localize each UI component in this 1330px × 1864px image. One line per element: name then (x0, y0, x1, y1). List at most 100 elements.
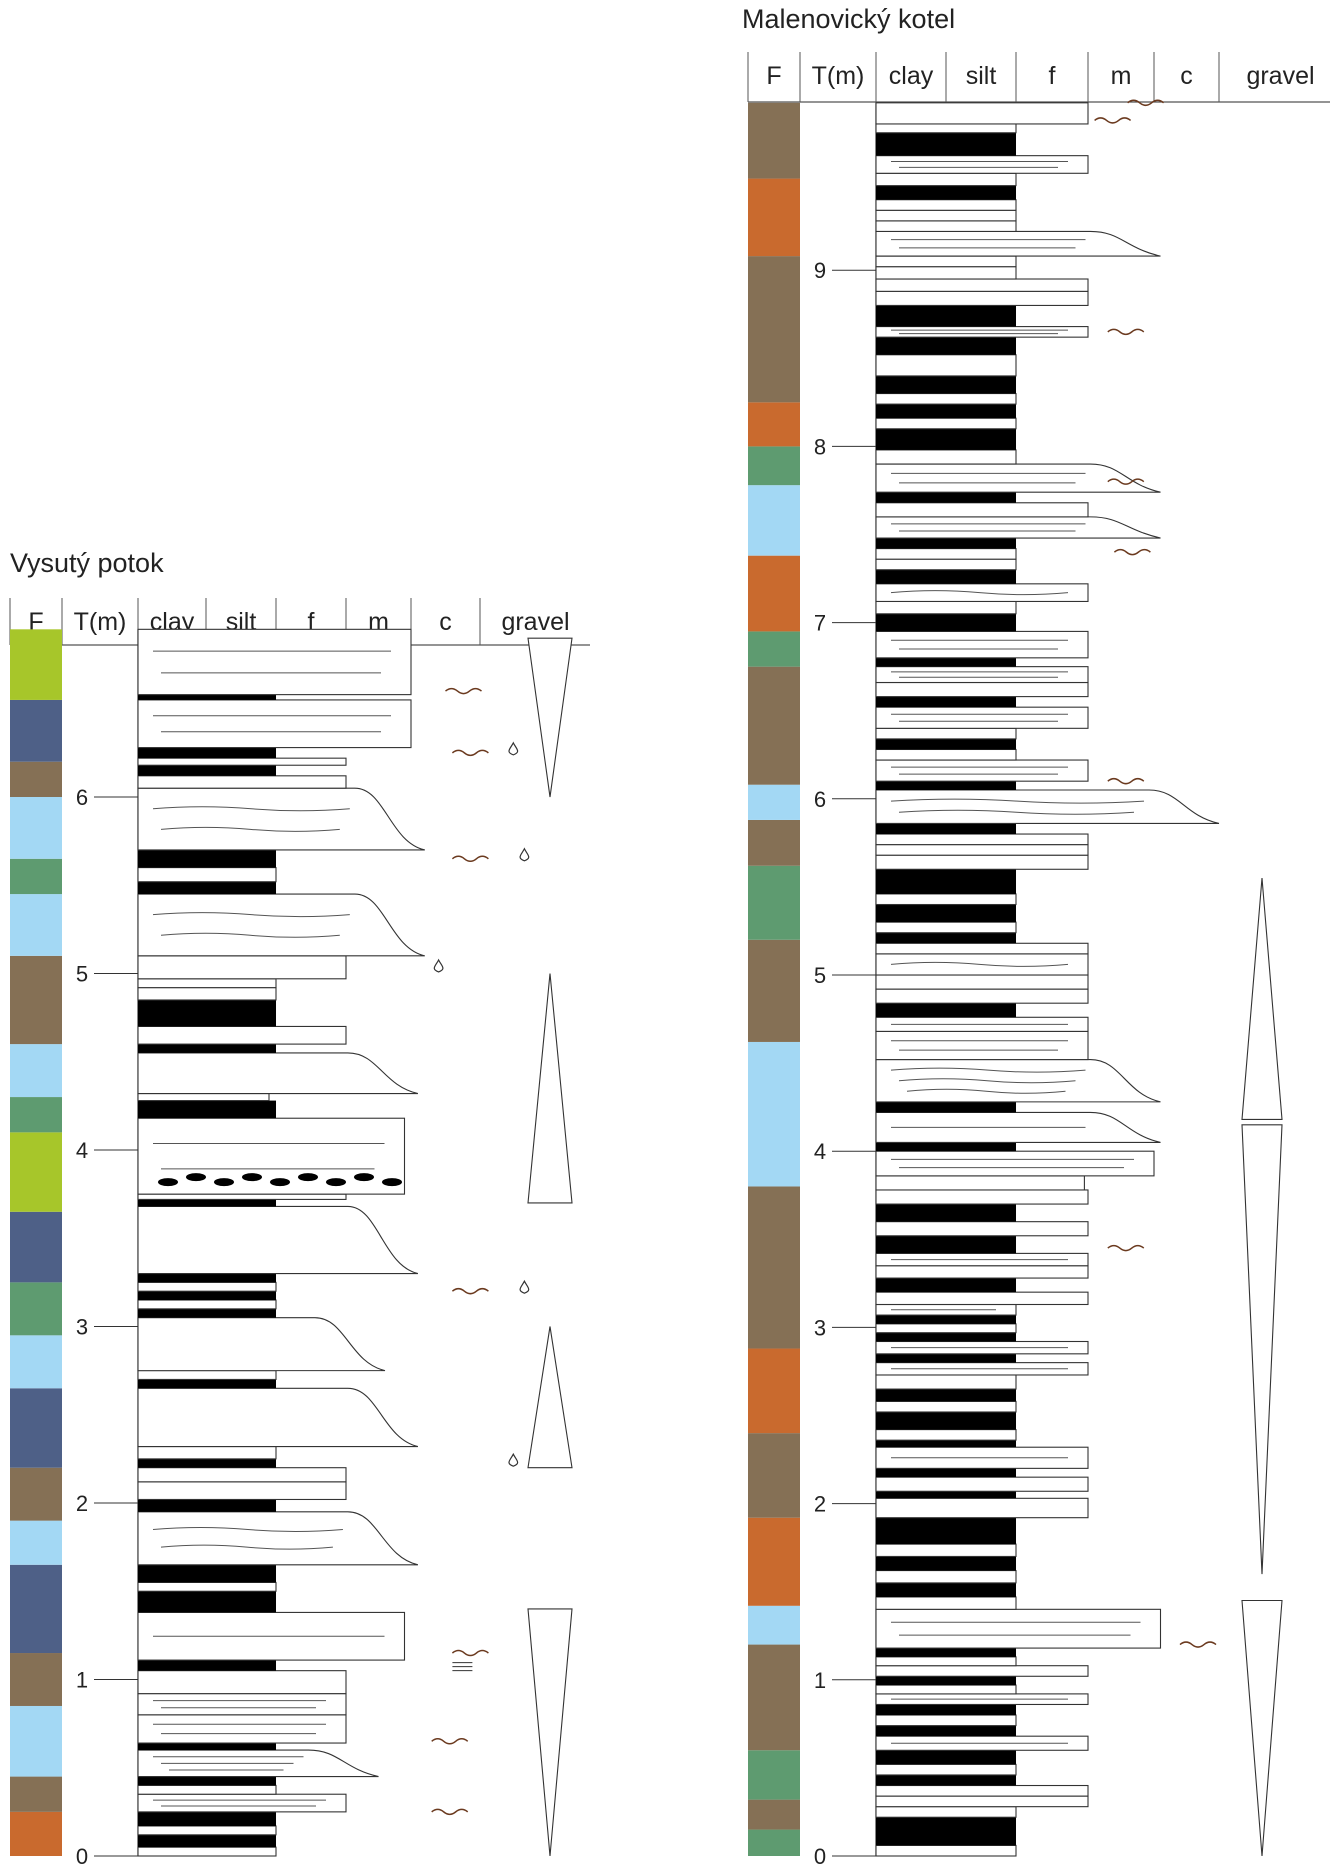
header-gravel: gravel (1246, 62, 1314, 90)
facies-segment (10, 699, 62, 762)
sand-bed (875, 278, 1089, 292)
sand-bed (137, 955, 347, 980)
facies-segment (10, 1653, 62, 1706)
tick-label: 6 (76, 785, 88, 810)
sand-bed (875, 1291, 1089, 1306)
sand-bed (875, 1543, 1017, 1558)
mud-bed (876, 305, 1016, 327)
sand-bed (875, 1684, 1017, 1695)
facies-segment (10, 761, 62, 797)
mud-bed (876, 1725, 1016, 1737)
ripple-symbol (1094, 117, 1132, 124)
mud-bed (876, 1235, 1016, 1254)
wavy-lamination (160, 932, 340, 938)
facies-segment (10, 1388, 62, 1468)
sand-bed (875, 974, 1089, 990)
mud-bed (138, 1291, 276, 1301)
mud-bed (876, 1750, 1016, 1765)
facies-segment (10, 1097, 62, 1133)
facies-segment (748, 446, 800, 486)
drop-symbol (433, 958, 444, 973)
grain-trends (527, 637, 573, 1857)
sand-bed (875, 558, 1017, 571)
ripple-symbol (1179, 1641, 1217, 1648)
tick-label: 4 (814, 1139, 826, 1164)
sand-bed (875, 1806, 1017, 1818)
mud-bed (138, 694, 276, 700)
fining-upward-triangle (527, 1608, 573, 1857)
mud-bed (876, 1491, 1016, 1499)
tick-label: 2 (76, 1491, 88, 1516)
tick-label: 1 (76, 1668, 88, 1693)
mud-bed (138, 999, 276, 1027)
sand-bed (875, 1763, 1017, 1776)
sand-bed (137, 628, 412, 696)
sand-bed (875, 449, 1017, 465)
tick-label: 8 (814, 434, 826, 459)
sand-bed (137, 978, 277, 989)
facies-segment (748, 1644, 800, 1751)
facies-segment (748, 485, 800, 556)
mud-bed (876, 1676, 1016, 1686)
sand-bed (875, 1400, 1017, 1413)
mud-bed (876, 569, 1016, 584)
tick-label: 2 (814, 1492, 826, 1517)
tick-label: 9 (814, 258, 826, 283)
facies-segment (748, 102, 800, 179)
sand-lens (137, 1387, 419, 1448)
sand-bed (875, 921, 1017, 934)
ripple-symbol (1107, 1244, 1145, 1252)
mud-bed (138, 1458, 276, 1468)
sand-bed (875, 1265, 1089, 1279)
wavy-lamination (160, 1544, 333, 1550)
facies-segment (748, 1829, 800, 1856)
facies-segment (748, 631, 800, 667)
sand-bed (875, 630, 1089, 659)
tick-label: 4 (76, 1138, 88, 1163)
pebble (214, 1178, 234, 1187)
facies-segment (10, 629, 62, 700)
fining-upward-triangle (1241, 1124, 1283, 1575)
sand-bed (137, 1025, 347, 1045)
wavy-lamination (152, 912, 350, 918)
sand-bed (137, 1481, 347, 1501)
wavy-lamination (906, 1088, 1066, 1094)
sand-bed (875, 266, 1017, 280)
header-gravel: gravel (501, 608, 569, 636)
sand-lens (137, 1317, 386, 1372)
facies-segment (748, 178, 800, 257)
sand-bed (875, 290, 1089, 306)
sand-bed (137, 1693, 347, 1716)
sand-bed (875, 727, 1017, 740)
sand-lens (875, 463, 1161, 493)
sand-bed (875, 1844, 1017, 1857)
sand-bed (875, 354, 1017, 377)
mud-bed (876, 1648, 1016, 1657)
thickness-axis: 0 1 2 3 4 5 6 (76, 629, 139, 1864)
facies-column (748, 102, 800, 1856)
sand-bed (875, 1665, 1089, 1677)
sand-bed (137, 1714, 347, 1744)
pebble (270, 1178, 290, 1187)
facies-segment (10, 1335, 62, 1389)
mud-bed (876, 904, 1016, 923)
sand-bed (875, 942, 1089, 955)
tick-label: 3 (814, 1315, 826, 1340)
facies-segment (748, 1041, 800, 1187)
ripple-symbol (431, 1738, 469, 1745)
facies-segment (748, 555, 800, 632)
mud-bed (876, 1774, 1016, 1786)
sand-bed (875, 1221, 1089, 1237)
ripple-symbol (451, 855, 489, 863)
sand-bed (875, 1795, 1089, 1808)
ripple-symbol (451, 1649, 489, 1657)
mud-bed (138, 1660, 276, 1671)
mud-bed (876, 1411, 1016, 1430)
fining-upward-triangle (1241, 1599, 1283, 1857)
sand-bed (875, 1596, 1017, 1610)
mud-bed (876, 132, 1016, 156)
facies-segment (10, 858, 62, 895)
sand-bed (137, 1299, 277, 1310)
sand-lens (875, 516, 1161, 539)
drop-symbol (519, 847, 530, 862)
